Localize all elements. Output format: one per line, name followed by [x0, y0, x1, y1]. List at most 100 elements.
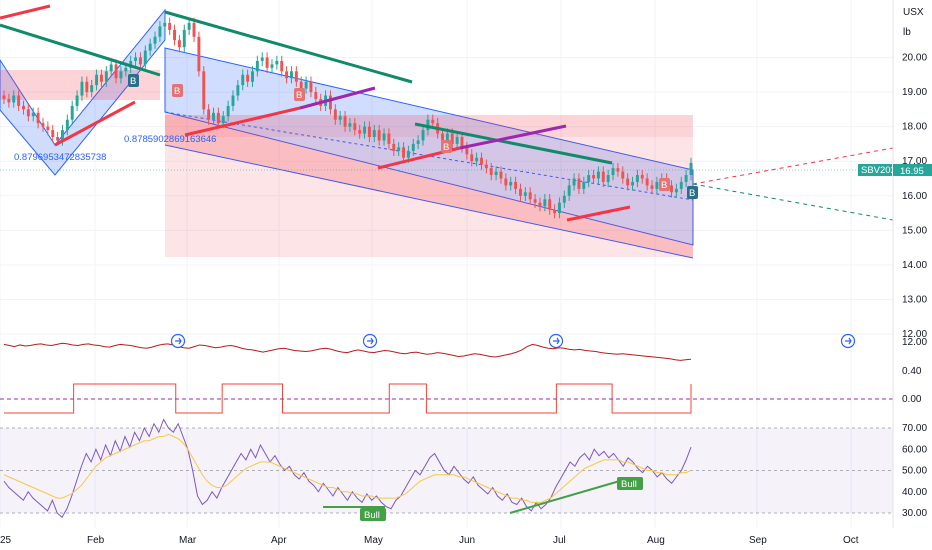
candle-body: [640, 175, 644, 179]
candle-body: [406, 150, 410, 158]
time-tick-label: Mar: [179, 535, 197, 546]
candle-body: [626, 178, 630, 186]
candle-body: [402, 147, 405, 158]
candle-body: [504, 178, 508, 186]
price-tick-label: 17.00: [902, 156, 927, 167]
candle-body: [465, 147, 469, 155]
candle-body: [450, 133, 454, 144]
candle-body: [489, 168, 493, 176]
candle-body: [397, 147, 401, 151]
buy-marker-alt-label: B: [443, 142, 449, 153]
candle-body: [294, 71, 298, 82]
time-axis[interactable]: 25 Feb Mar Apr May Jun Jul Aug Sep Oct: [0, 535, 859, 546]
candle-body: [202, 71, 206, 110]
symbol-name: SBV2025: [861, 165, 901, 176]
candle-body: [441, 133, 444, 141]
candle-body: [484, 164, 488, 169]
candle-body: [557, 202, 561, 214]
candle-body: [114, 64, 118, 79]
candle-body: [207, 109, 211, 120]
last-price-tag: [893, 164, 932, 176]
candle-body: [197, 36, 201, 72]
oscillator-2-panel: [0, 383, 893, 414]
buy-marker: [687, 186, 698, 199]
time-tick-label: Jul: [553, 535, 566, 546]
currency-label: USX: [903, 7, 924, 18]
candle-body: [689, 162, 693, 176]
candle-body: [304, 81, 308, 89]
time-tick-label: Jun: [459, 535, 475, 546]
candle-body: [538, 202, 542, 207]
osc1-tick-label: 12.00: [902, 337, 927, 348]
fib-label-1: 0.8796953472835738: [14, 152, 106, 163]
candle-body: [17, 95, 21, 106]
candle-body: [177, 40, 181, 48]
candle-body: [143, 50, 147, 65]
buy-marker-alt: [659, 178, 670, 191]
last-price: 16.95: [900, 166, 924, 177]
candle-body: [236, 85, 240, 96]
candle-body: [587, 175, 591, 182]
price-axis[interactable]: 20.00 19.00 18.00 17.00 16.00 15.00 14.00 13.00…: [902, 52, 927, 519]
symbol-tag: [858, 164, 892, 176]
trendline-green-1: [0, 23, 161, 77]
candle-body: [611, 168, 615, 176]
candle-body: [392, 143, 396, 151]
candle-body: [670, 185, 673, 193]
rsi-panel: [0, 418, 893, 519]
time-tick-label: Sep: [749, 535, 767, 546]
time-tick-label: Feb: [87, 535, 105, 546]
rsi-tick-label: 30.00: [902, 508, 927, 519]
bull-divergence-2: [509, 477, 631, 514]
candle-body: [70, 105, 74, 120]
buy-marker: [128, 74, 139, 87]
candle-body: [426, 119, 430, 131]
candle-body: [431, 119, 435, 124]
oscillator-2-line: [4, 383, 692, 414]
buy-marker-alt-label: B: [661, 180, 667, 191]
time-tick-label: Oct: [843, 535, 859, 546]
projection-up: [692, 147, 894, 185]
candle-body: [577, 178, 581, 189]
candle-body: [119, 71, 123, 79]
candle-body: [499, 171, 503, 179]
candle-body: [367, 126, 371, 138]
candle-body: [606, 175, 610, 182]
grid: [0, 0, 893, 528]
candle-body: [241, 74, 245, 86]
buy-marker-label: B: [689, 188, 695, 199]
candle-body: [270, 64, 274, 68]
candle-body: [99, 74, 103, 82]
buy-marker-alt: [441, 140, 452, 153]
rsi-tick-label: 50.00: [902, 466, 927, 477]
candle-body: [475, 157, 479, 162]
buy-marker-alt: [172, 84, 183, 97]
candle-body: [158, 26, 162, 37]
candle-body: [470, 154, 474, 162]
candle-body: [674, 188, 678, 193]
candle-body: [679, 181, 683, 189]
candle-body: [104, 71, 108, 82]
candle-body: [596, 171, 600, 179]
candle-body: [387, 133, 391, 144]
bull-label-2: Bull: [621, 479, 637, 490]
candle-body: [523, 192, 527, 196]
candle-body: [480, 157, 483, 165]
candle-body: [187, 22, 191, 30]
trendline-purple-2: [459, 124, 567, 150]
rsi-tick-label: 40.00: [902, 487, 927, 498]
candle-body: [494, 171, 498, 176]
candle-body: [148, 43, 152, 51]
candle-body: [12, 95, 16, 103]
projection-down: [692, 183, 894, 221]
candle-body: [562, 195, 566, 203]
candle-body: [90, 85, 94, 93]
candle-body: [138, 57, 142, 65]
candle-body: [411, 143, 415, 151]
trendlines: [0, 4, 631, 222]
candle-body: [372, 130, 376, 138]
candle-body: [328, 95, 332, 110]
candle-body: [519, 188, 522, 196]
time-tick-label: Apr: [271, 535, 287, 546]
